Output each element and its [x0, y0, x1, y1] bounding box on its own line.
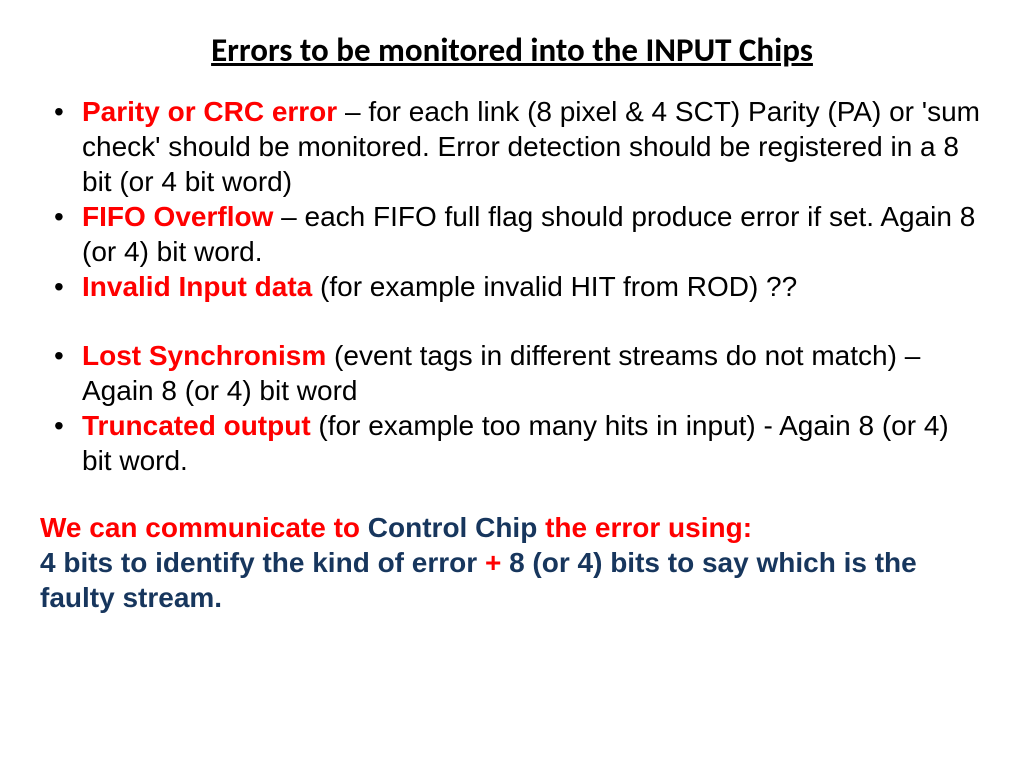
bullet-item: Parity or CRC error – for each link (8 p…: [40, 94, 984, 199]
bullet-item: Invalid Input data (for example invalid …: [40, 269, 984, 304]
bullet-term: Truncated output: [82, 410, 311, 441]
bullet-item: FIFO Overflow – each FIFO full flag shou…: [40, 199, 984, 269]
spacer: [40, 304, 984, 338]
bullet-term: FIFO Overflow: [82, 201, 273, 232]
footer-block: We can communicate to Control Chip the e…: [40, 510, 984, 615]
slide: Errors to be monitored into the INPUT Ch…: [0, 0, 1024, 768]
bullet-text: (for example invalid HIT from ROD) ??: [312, 271, 797, 302]
slide-title: Errors to be monitored into the INPUT Ch…: [40, 30, 984, 70]
bullet-item: Truncated output (for example too many h…: [40, 408, 984, 478]
footer-text: 4 bits to identify the kind of error: [40, 547, 485, 578]
bullet-list-2: Lost Synchronism (event tags in differen…: [40, 338, 984, 478]
footer-text: the error using:: [537, 512, 752, 543]
footer-text: We can communicate to: [40, 512, 368, 543]
footer-plus: +: [485, 547, 501, 578]
bullet-term: Parity or CRC error: [82, 96, 337, 127]
bullet-item: Lost Synchronism (event tags in differen…: [40, 338, 984, 408]
bullet-term: Invalid Input data: [82, 271, 312, 302]
bullet-list-1: Parity or CRC error – for each link (8 p…: [40, 94, 984, 304]
footer-text: Control Chip: [368, 512, 538, 543]
bullet-term: Lost Synchronism: [82, 340, 326, 371]
